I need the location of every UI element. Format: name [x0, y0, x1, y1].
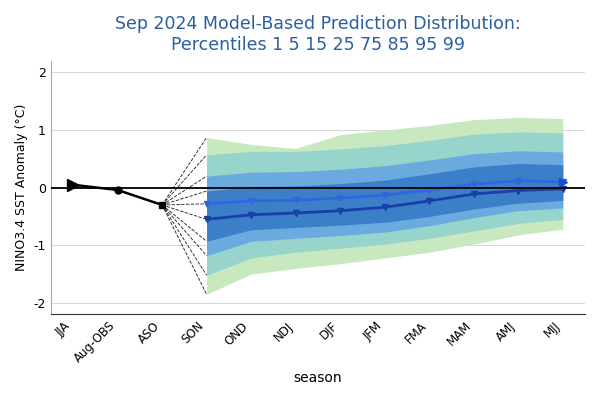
- Title: Sep 2024 Model-Based Prediction Distribution:
Percentiles 1 5 15 25 75 85 95 99: Sep 2024 Model-Based Prediction Distribu…: [115, 15, 521, 54]
- Y-axis label: NINO3.4 SST Anomaly (°C): NINO3.4 SST Anomaly (°C): [15, 104, 28, 271]
- X-axis label: season: season: [293, 371, 342, 385]
